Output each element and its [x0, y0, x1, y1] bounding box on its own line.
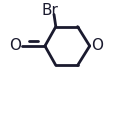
Text: O: O [9, 38, 21, 53]
Text: Br: Br [41, 3, 58, 18]
Text: O: O [91, 38, 103, 53]
